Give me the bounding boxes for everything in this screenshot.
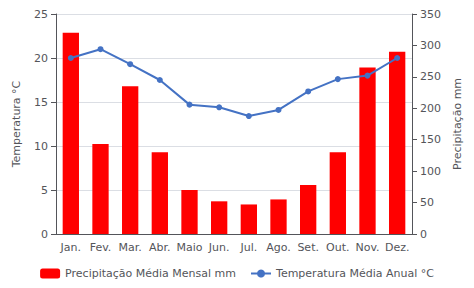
svg-text:Dez.: Dez. xyxy=(385,241,410,254)
svg-text:Precipitação Média Mensal mm: Precipitação Média Mensal mm xyxy=(65,267,236,280)
svg-text:15: 15 xyxy=(34,96,48,109)
svg-text:Out.: Out. xyxy=(326,241,349,254)
svg-text:10: 10 xyxy=(34,140,48,153)
svg-text:Ago.: Ago. xyxy=(266,241,291,254)
svg-text:Jul.: Jul. xyxy=(239,241,257,254)
svg-text:Nov.: Nov. xyxy=(355,241,379,254)
svg-text:100: 100 xyxy=(420,165,441,178)
svg-text:Precipitação mm: Precipitação mm xyxy=(451,78,464,170)
svg-text:50: 50 xyxy=(420,196,434,209)
svg-text:350: 350 xyxy=(420,8,441,21)
svg-text:Jun.: Jun. xyxy=(208,241,230,254)
svg-text:200: 200 xyxy=(420,102,441,115)
svg-text:300: 300 xyxy=(420,39,441,52)
svg-text:Jan.: Jan. xyxy=(60,241,81,254)
svg-text:25: 25 xyxy=(34,8,48,21)
svg-text:20: 20 xyxy=(34,52,48,65)
svg-text:0: 0 xyxy=(41,228,48,241)
svg-text:250: 250 xyxy=(420,70,441,83)
svg-text:150: 150 xyxy=(420,133,441,146)
svg-text:Abr.: Abr. xyxy=(149,241,171,254)
svg-text:Temperatura °C: Temperatura °C xyxy=(10,80,23,168)
svg-text:Mar.: Mar. xyxy=(119,241,142,254)
svg-text:Set.: Set. xyxy=(297,241,319,254)
svg-text:5: 5 xyxy=(41,184,48,197)
svg-text:0: 0 xyxy=(420,228,427,241)
svg-text:Fev.: Fev. xyxy=(90,241,112,254)
svg-text:Temperatura Média Anual °C: Temperatura Média Anual °C xyxy=(275,267,434,280)
svg-text:Maio: Maio xyxy=(176,241,202,254)
